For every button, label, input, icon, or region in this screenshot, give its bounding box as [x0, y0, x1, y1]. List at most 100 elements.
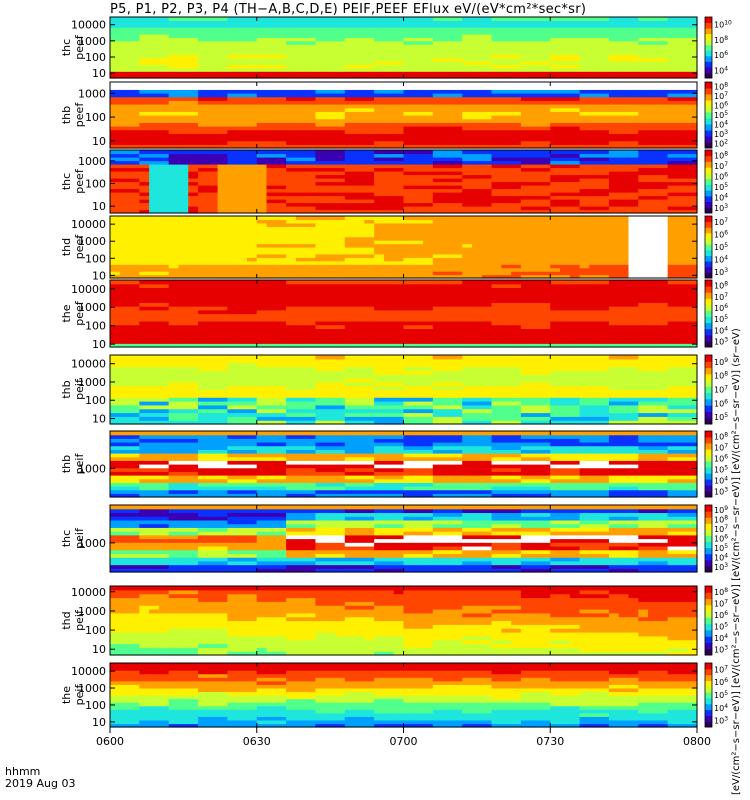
y-axis-label: thc — [60, 173, 73, 190]
colorbar-tick-label: 108 — [714, 371, 728, 381]
panel-1: 10 100 1000 10000 thc peef 104 106 108 1010 — [60, 16, 732, 80]
y-axis-label: thb — [60, 455, 73, 473]
y-tick-label: 1000 — [78, 376, 106, 389]
colorbar-10: 103 104 105 106 107 — [704, 662, 728, 728]
colorbar-tick-label: 106 — [714, 171, 728, 181]
colorbar-tick-label: 107 — [714, 91, 728, 101]
y-tick-label: 10000 — [71, 218, 106, 231]
y-tick-label: 100 — [85, 624, 106, 637]
y-tick-label: 10 — [92, 269, 106, 282]
y-tick-label: 100 — [85, 177, 106, 190]
colorbar-tick-label: 105 — [714, 465, 728, 475]
y-axis-label-2: peif — [73, 378, 86, 400]
y-axis-label-2: peif — [73, 609, 86, 631]
colorbar-tick-label: 104 — [714, 119, 728, 129]
colorbar-6: 105 106 107 108 109 — [704, 354, 728, 425]
colorbar-tick-label: 104 — [714, 192, 728, 202]
colorbar-tick-label: 107 — [714, 161, 728, 171]
y-tick-label: 10 — [92, 413, 106, 426]
y-tick-label: 10 — [92, 716, 106, 729]
y-tick-label: 100 — [85, 320, 106, 333]
time-format-label: hhmm — [5, 765, 41, 778]
y-tick-label: 1000 — [78, 462, 106, 475]
panel-4: 10 100 1000 10000 thd peef 103 104 105 106 107 — [60, 215, 728, 282]
y-tick-label: 10000 — [71, 283, 106, 296]
y-axis-label: thb — [60, 380, 73, 398]
y-tick-label: 10 — [92, 338, 106, 351]
y-tick-label: 100 — [85, 252, 106, 265]
colorbar-tick-label: 104 — [714, 553, 728, 563]
colorbar-tick-label: 107 — [714, 385, 728, 395]
colorbar-tick-label: 104 — [714, 325, 728, 335]
y-axis-label: thc — [60, 530, 73, 547]
chart-title: P5, P1, P2, P3, P4 (TH−A,B,C,D,E) PEIF,P… — [110, 2, 587, 17]
y-tick-label: 1000 — [78, 155, 106, 168]
colorbar-tick-label: 104 — [714, 65, 728, 75]
panel-10: 10 100 1000 10000 the peif 103 104 105 106 107 — [60, 662, 728, 729]
x-tick-label: 0730 — [536, 735, 564, 748]
colorbar-tick-label: 106 — [714, 303, 728, 313]
colorbar-tick-label: 103 — [714, 716, 728, 726]
colorbar-tick-label: 107 — [714, 292, 728, 302]
colorbar-tick-label: 109 — [714, 357, 728, 367]
colorbar-tick-label: 106 — [714, 610, 728, 620]
y-axis-label: thd — [60, 238, 73, 256]
x-tick-label: 0700 — [390, 735, 418, 748]
y-tick-label: 1000 — [78, 301, 106, 314]
x-tick-label: 0600 — [96, 735, 124, 748]
y-axis-label-2: peef — [73, 102, 86, 128]
colorbar-tick-label: 103 — [714, 267, 728, 277]
colorbar-tick-label: 108 — [714, 82, 728, 92]
y-tick-label: 100 — [85, 699, 106, 712]
colorbar-1: 104 106 108 1010 — [704, 16, 732, 79]
colorbar-units-text: [eV/(cm²−s−sr−eV)] [eV/(cm²−s−sr−eV)] [e… — [731, 328, 742, 795]
y-axis-label-2: peef — [73, 34, 86, 60]
y-tick-label: 100 — [85, 394, 106, 407]
time-axis-label: hhmm 2019 Aug 03 — [5, 766, 75, 790]
y-tick-label: 1000 — [78, 235, 106, 248]
y-tick-label: 100 — [85, 51, 106, 64]
colorbar-tick-label: 105 — [714, 314, 728, 324]
y-axis-label: the — [60, 304, 73, 322]
panel-6: 10 100 1000 10000 thb peif 105 106 107 108 109 — [60, 354, 728, 426]
colorbar-tick-label: 109 — [714, 505, 728, 515]
colorbar-tick-label: 107 — [714, 443, 728, 453]
colorbar-tick-label: 103 — [714, 203, 728, 213]
colorbar-tick-label: 105 — [714, 412, 728, 422]
y-tick-label: 1000 — [78, 605, 106, 618]
colorbar-tick-label: 105 — [714, 690, 728, 700]
y-tick-label: 10000 — [71, 358, 106, 371]
colorbar-tick-label: 108 — [714, 150, 728, 160]
y-tick-label: 10 — [92, 200, 106, 213]
colorbar-tick-label: 103 — [714, 487, 728, 497]
y-tick-label: 1000 — [78, 35, 106, 48]
y-tick-label: 10000 — [71, 665, 106, 678]
colorbar-tick-label: 108 — [714, 514, 728, 524]
colorbar-4: 103 104 105 106 107 — [704, 215, 728, 279]
y-axis-label-2: peef — [73, 300, 86, 326]
colorbar-tick-label: 1010 — [714, 20, 732, 30]
colorbar-tick-label: 103 — [714, 644, 728, 654]
colorbar-tick-label: 105 — [714, 242, 728, 252]
colorbar-tick-label: 103 — [714, 129, 728, 139]
y-axis-label-2: peif — [73, 684, 86, 706]
y-tick-label: 10 — [92, 67, 106, 80]
y-axis-label: thd — [60, 611, 73, 629]
colorbar-tick-label: 103 — [714, 336, 728, 346]
colorbar-tick-label: 105 — [714, 182, 728, 192]
y-axis-label: thc — [60, 39, 73, 56]
colorbar-tick-label: 108 — [714, 587, 728, 597]
y-tick-label: 100 — [85, 111, 106, 124]
y-tick-label: 10 — [92, 135, 106, 148]
time-axis: 0600 0630 0700 0730 0800 — [96, 727, 711, 748]
colorbar-tick-label: 108 — [714, 281, 728, 291]
